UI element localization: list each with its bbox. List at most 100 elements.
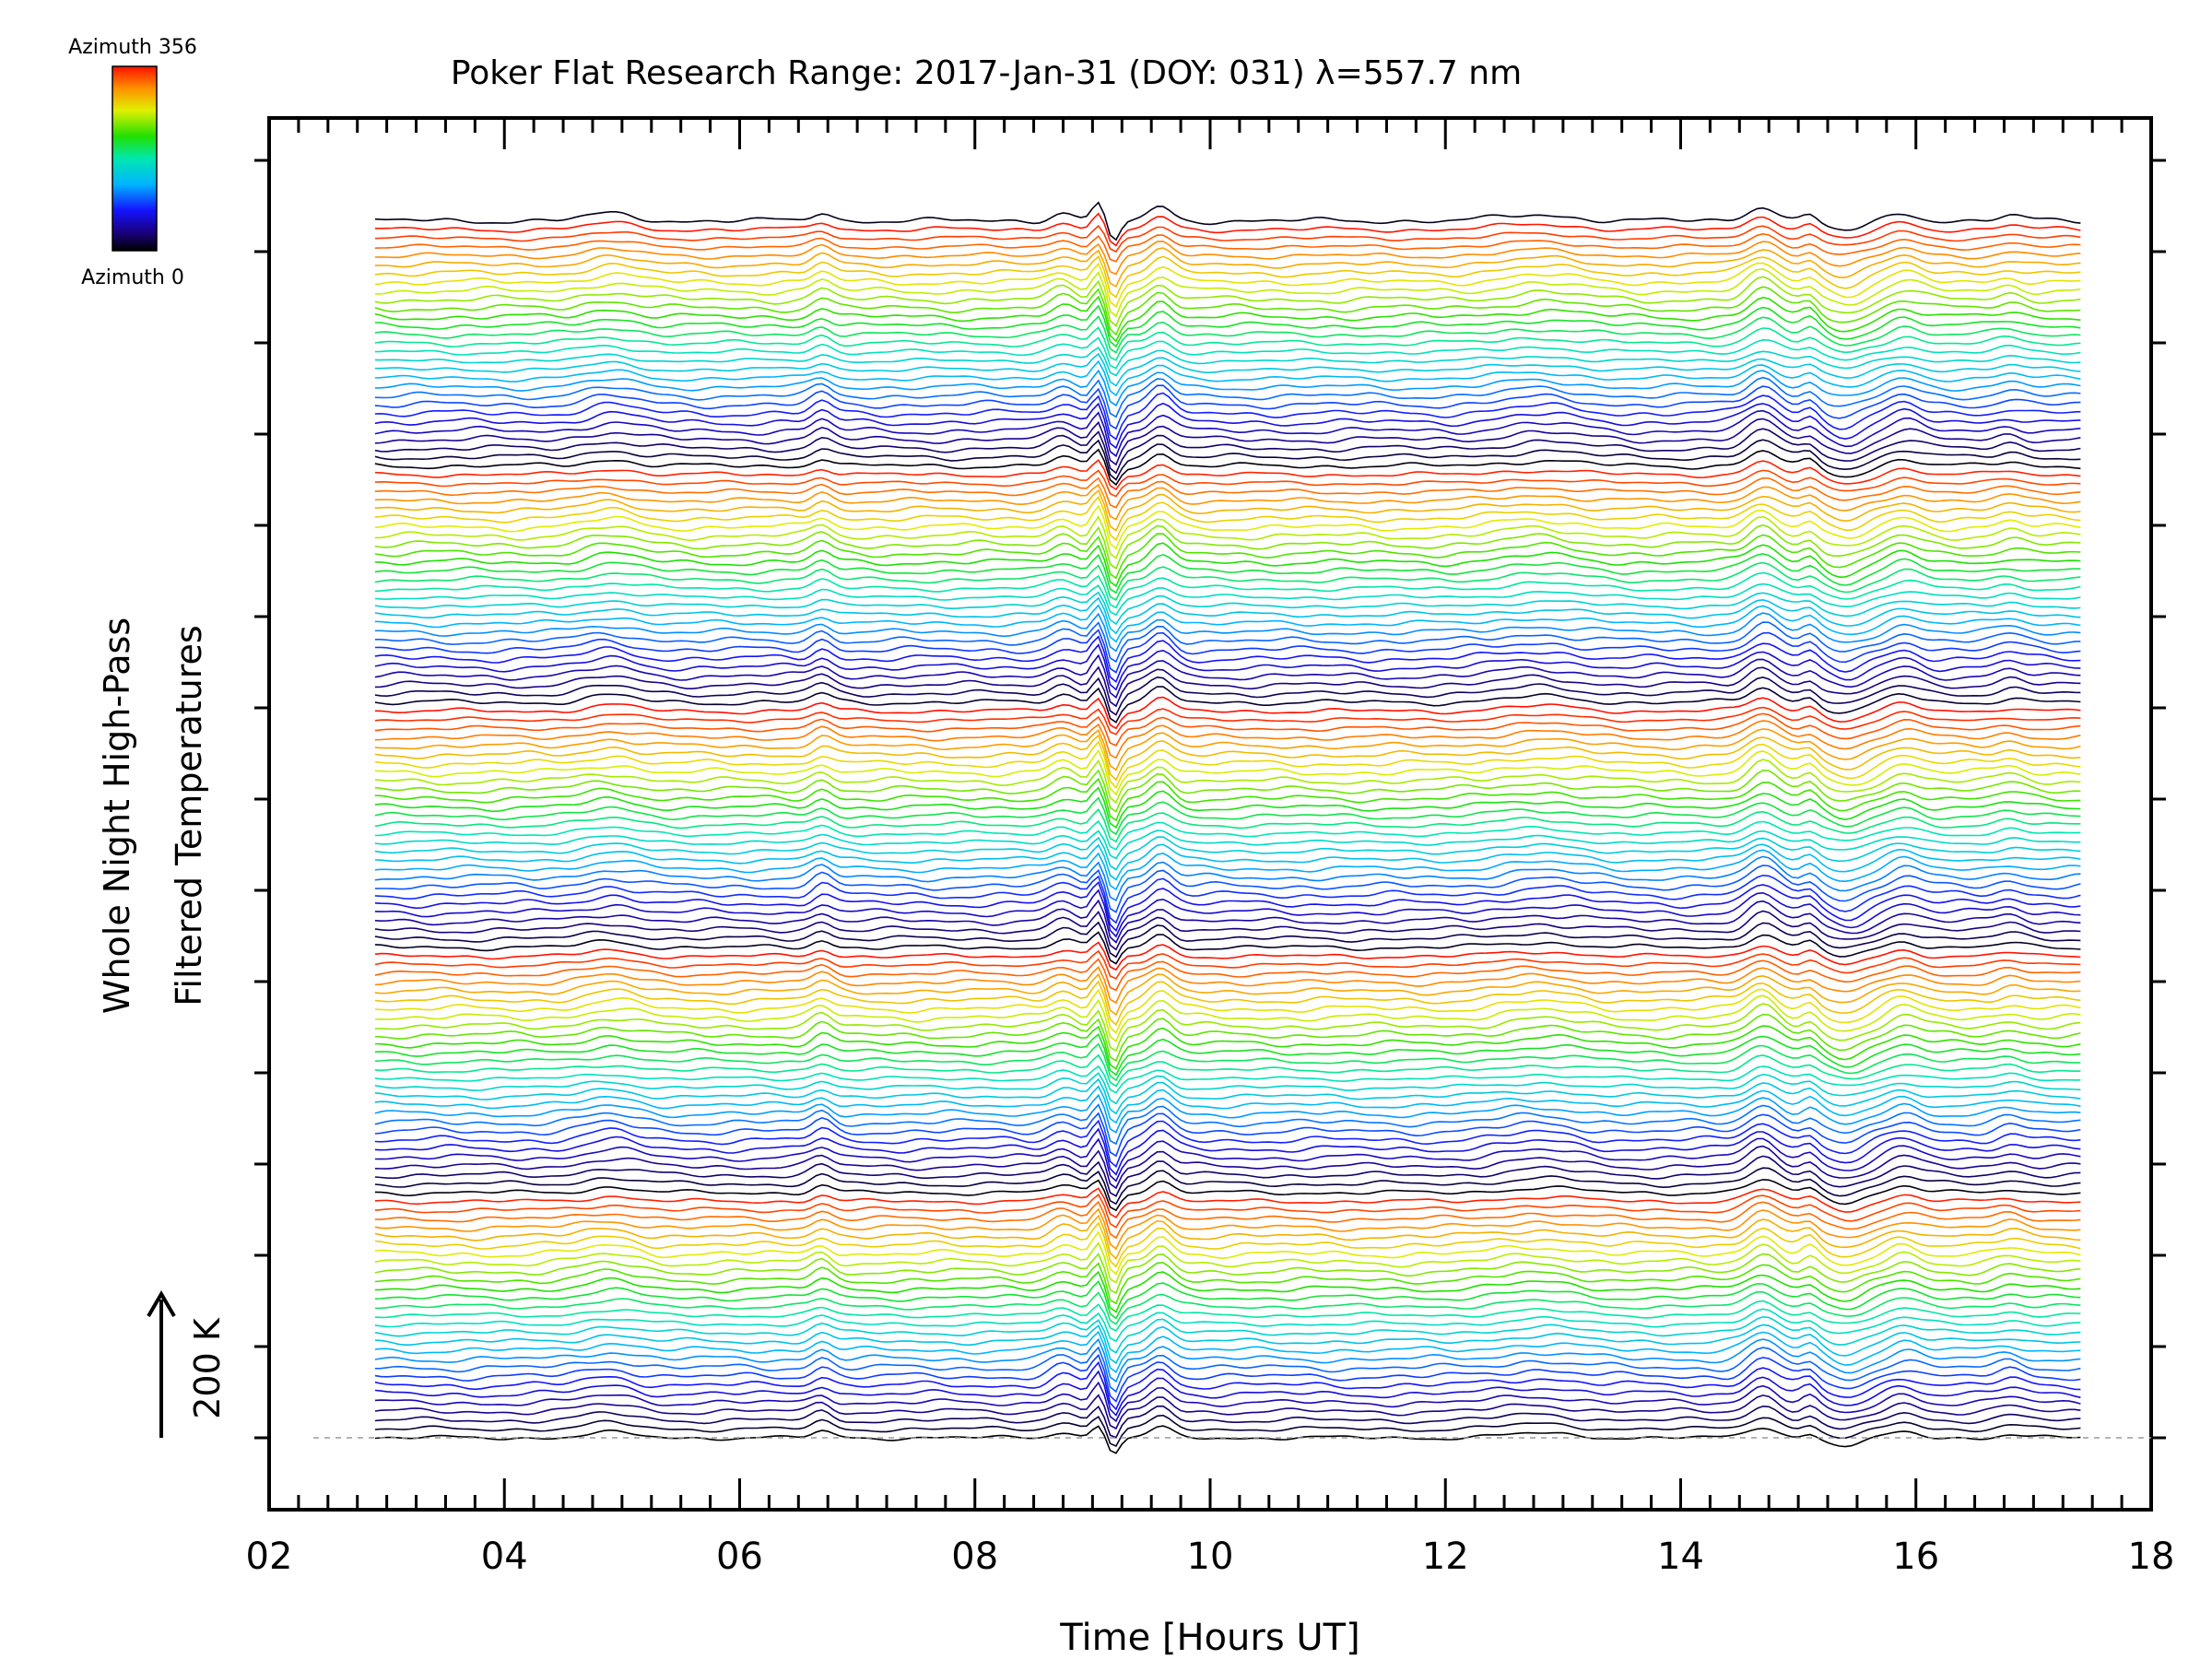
trace-line — [374, 240, 2081, 276]
trace-line — [374, 1381, 2081, 1423]
trace-line — [374, 966, 2081, 1005]
x-tick-labels: 02 04 06 08 10 12 14 16 18 — [246, 1535, 2175, 1578]
trace-line — [374, 247, 2081, 288]
trace-line — [374, 921, 2081, 959]
trace-line — [374, 1119, 2081, 1169]
trace-line — [374, 524, 2081, 571]
trace-line — [374, 994, 2081, 1042]
axis-ticks — [254, 118, 2166, 1510]
trace-line — [374, 582, 2081, 617]
trace-line — [374, 665, 2081, 708]
trace-line — [374, 1003, 2081, 1053]
trace-line — [374, 748, 2081, 796]
trace-line — [374, 796, 2081, 836]
trace-line — [374, 304, 2081, 348]
trace-line — [374, 621, 2081, 664]
scale-bar-arrow-head — [147, 1290, 176, 1318]
trace-line — [374, 1127, 2081, 1176]
trace-line — [374, 712, 2081, 747]
trace-line — [374, 1230, 2081, 1276]
x-tick-label: 04 — [481, 1535, 528, 1578]
trace-line — [374, 542, 2081, 588]
trace-line — [374, 1187, 2081, 1218]
trace-line — [374, 1353, 2081, 1403]
trace-line — [374, 1103, 2081, 1146]
trace-line — [374, 1370, 2081, 1417]
trace-line — [374, 849, 2081, 891]
trace-line — [374, 1270, 2081, 1313]
scale-bar-label: 200 K — [187, 1317, 228, 1419]
trace-line — [374, 843, 2081, 881]
trace-line — [374, 315, 2081, 354]
trace-line — [374, 653, 2081, 699]
trace-line — [374, 1214, 2081, 1261]
trace-line — [374, 326, 2081, 361]
trace-line — [374, 571, 2081, 609]
trace-line — [374, 931, 2081, 965]
trace-line — [374, 830, 2081, 860]
trace-line — [374, 561, 2081, 602]
trace-line — [374, 1072, 2081, 1105]
trace-line — [374, 807, 2081, 843]
x-tick-label: 10 — [1187, 1535, 1234, 1578]
trace-line — [374, 1085, 2081, 1124]
x-tick-label: 18 — [2128, 1535, 2175, 1578]
trace-line — [374, 359, 2081, 397]
x-tick-label: 02 — [246, 1535, 293, 1578]
trace-line — [374, 865, 2081, 913]
trace-line — [374, 880, 2081, 933]
trace-line — [374, 643, 2081, 691]
trace-line — [374, 786, 2081, 830]
trace-line — [374, 819, 2081, 851]
trace-line — [374, 495, 2081, 542]
trace-line — [374, 533, 2081, 580]
trace-line — [374, 1033, 2081, 1077]
trace-line — [374, 958, 2081, 992]
trace-line — [374, 384, 2081, 430]
trace-line — [374, 1193, 2081, 1229]
trace-line — [374, 402, 2081, 450]
trace-line — [374, 1221, 2081, 1268]
trace-line — [374, 409, 2081, 458]
trace-line — [374, 720, 2081, 759]
trace-line — [374, 1315, 2081, 1354]
trace-line — [374, 988, 2081, 1034]
trace-line — [374, 459, 2081, 491]
trace-line — [374, 1053, 2081, 1088]
trace-line — [374, 728, 2081, 771]
trace-line — [374, 268, 2081, 318]
trace-line — [374, 777, 2081, 822]
trace-line — [374, 1290, 2081, 1325]
trace-line — [374, 352, 2081, 387]
trace-line — [374, 553, 2081, 594]
y-axis-label-line-1: Whole Night High-Pass — [97, 618, 137, 1014]
trace-line — [374, 1179, 2081, 1212]
trace-line — [374, 855, 2081, 902]
trace-line — [374, 769, 2081, 813]
trace-line — [374, 899, 2081, 944]
trace-line — [374, 591, 2081, 626]
trace-line — [374, 295, 2081, 343]
trace-line — [374, 477, 2081, 509]
trace-line — [374, 1324, 2081, 1365]
chart-title: Poker Flat Research Range: 2017-Jan-31 (… — [451, 54, 1522, 92]
trace-line — [374, 706, 2081, 735]
trace-line — [374, 888, 2081, 938]
trace-line — [374, 439, 2081, 481]
trace-line — [374, 448, 2081, 487]
trace-line — [374, 1346, 2081, 1394]
trace-line — [374, 418, 2081, 466]
trace-line — [374, 483, 2081, 521]
x-tick-label: 14 — [1657, 1535, 1704, 1578]
trace-line — [374, 612, 2081, 653]
trace-line — [374, 910, 2081, 951]
trace-line — [374, 392, 2081, 441]
trace-line — [374, 1414, 2081, 1448]
trace-line — [374, 369, 2081, 407]
trace-line — [374, 635, 2081, 684]
trace-line — [374, 488, 2081, 532]
trace-line — [374, 515, 2081, 559]
scale-bar: 200 K — [147, 1290, 228, 1438]
trace-line — [374, 1042, 2081, 1082]
trace-line — [374, 286, 2081, 336]
